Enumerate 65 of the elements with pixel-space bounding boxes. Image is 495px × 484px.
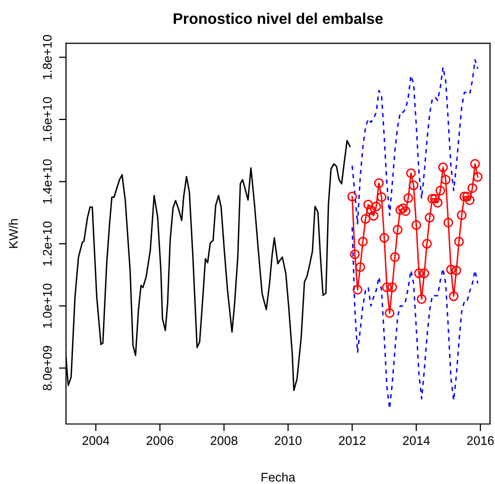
y-tick-label: 1.0e+10 (42, 284, 52, 328)
point (440, 174, 451, 185)
y-tick-label: 8.0e+09 (42, 346, 52, 390)
point (352, 284, 362, 295)
point (451, 266, 462, 276)
point (355, 262, 366, 272)
point (435, 186, 446, 196)
y-tick-label: 1.4e+10 (42, 159, 52, 204)
point (427, 194, 438, 204)
point (350, 249, 360, 260)
point (408, 180, 418, 190)
point (390, 252, 400, 262)
point (422, 238, 432, 249)
point (443, 218, 454, 228)
point (448, 291, 459, 302)
point (374, 178, 384, 188)
x-tick-label: 2008 (210, 436, 238, 445)
point (456, 210, 467, 220)
point (403, 193, 414, 203)
x-tick-label: 2012 (338, 436, 366, 445)
x-tick-label: 2010 (274, 436, 302, 445)
point (382, 282, 392, 292)
point (460, 192, 470, 202)
point (424, 212, 435, 223)
point (468, 183, 478, 193)
point (470, 159, 480, 169)
point (419, 268, 430, 278)
point (392, 224, 402, 235)
x-tick-label: 2014 (403, 436, 430, 445)
point (360, 214, 370, 224)
point (414, 268, 424, 278)
point (411, 220, 422, 230)
y-tick-label: 1.6e+10 (42, 97, 52, 142)
point (406, 168, 416, 178)
point (472, 172, 483, 182)
x-axis-title: Fecha (262, 472, 296, 482)
point (430, 194, 440, 204)
point (387, 282, 398, 292)
y-tick-label: 1.8e+10 (42, 35, 52, 80)
point (347, 192, 358, 202)
point (384, 308, 394, 318)
point (371, 202, 382, 212)
point (400, 206, 410, 216)
x-tick-label: 2016 (467, 436, 494, 445)
point (376, 192, 386, 202)
line-series (351, 226, 478, 410)
point (363, 200, 374, 210)
point (462, 192, 472, 202)
point (464, 195, 475, 206)
y-axis-title: KW/h (8, 219, 18, 248)
point (368, 210, 378, 221)
point (416, 294, 426, 304)
x-tick-label: 2006 (146, 436, 174, 445)
point (454, 236, 464, 246)
point (395, 205, 406, 215)
chart-title: Pronostico nivel del embalse (174, 12, 383, 24)
point (398, 203, 408, 214)
y-tick-label: 1.2e+10 (42, 221, 52, 266)
point (446, 264, 456, 274)
point (438, 162, 448, 172)
point (379, 232, 390, 243)
point (366, 205, 376, 215)
point (358, 236, 368, 246)
x-tick-label: 2004 (82, 436, 110, 445)
point (432, 198, 443, 208)
